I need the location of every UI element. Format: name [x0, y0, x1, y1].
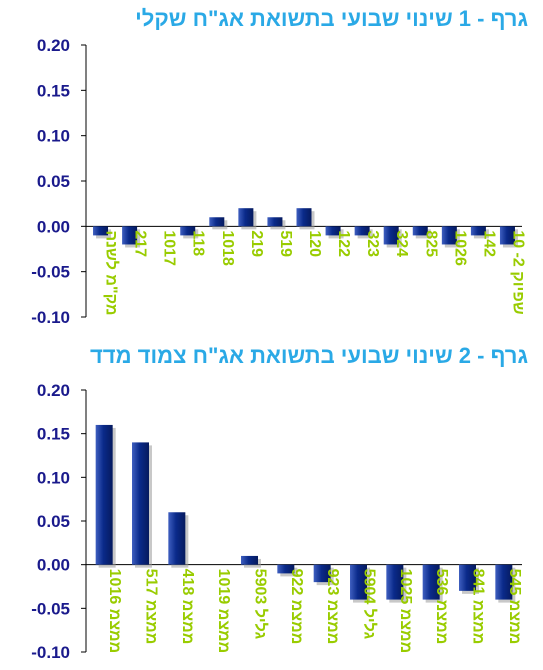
bar	[350, 564, 367, 600]
x-category-label: 1017	[161, 230, 178, 266]
x-category-label: ממצמ 922	[288, 569, 305, 645]
x-category-label: 142	[480, 230, 497, 257]
x-category-label: 118	[190, 230, 207, 256]
x-category-label: גליל 5903	[252, 569, 270, 640]
x-category-label: שפיוק 2- 10	[509, 230, 526, 314]
bar	[325, 226, 341, 236]
y-tick-label: -0.05	[31, 263, 70, 282]
x-category-label: 122	[335, 230, 352, 257]
y-tick-label: 0.00	[37, 217, 70, 236]
y-tick-label: -0.10	[31, 308, 70, 327]
y-tick-label: 0.05	[37, 172, 70, 191]
x-category-label: מק"מ לשנה	[103, 230, 121, 315]
bar	[296, 208, 312, 227]
bar	[354, 226, 370, 236]
x-category-label: 323	[364, 230, 381, 257]
bar	[238, 208, 254, 227]
bar	[422, 564, 440, 600]
bar	[93, 226, 109, 236]
bar	[412, 226, 428, 236]
bar	[383, 226, 399, 245]
bar	[470, 226, 486, 236]
x-category-label: ממצמ 923	[324, 569, 341, 645]
x-category-label: ממצמ 841	[470, 569, 487, 645]
x-category-label: ממצמ 1016	[106, 569, 123, 654]
y-tick-label: 0.10	[37, 468, 70, 487]
y-tick-label: -0.05	[31, 599, 70, 618]
x-category-label: 825	[422, 230, 439, 257]
x-category-label: ממצמ 517	[143, 569, 160, 645]
y-tick-label: 0.10	[37, 127, 70, 146]
x-category-label: 1018	[219, 230, 236, 266]
y-tick-label: 0.05	[37, 512, 70, 531]
x-category-label: 217	[132, 230, 149, 257]
y-tick-label: 0.15	[37, 425, 70, 444]
bar	[180, 226, 196, 236]
x-category-label: 219	[248, 230, 265, 257]
y-tick-label: 0.00	[37, 556, 70, 575]
y-tick-label: 0.15	[37, 81, 70, 100]
bar	[495, 564, 513, 600]
x-category-label: ממצמ 418	[179, 569, 196, 645]
chart-title: גרף - 1 שינוי שבועי בתשואת אג"ח שקלי	[135, 6, 528, 31]
bar	[441, 226, 457, 245]
x-category-label: ממצמ 536	[433, 569, 450, 645]
x-category-label: 1026	[451, 230, 468, 266]
chart-title: גרף - 2 שינוי שבועי בתשואת אג"ח צמוד מדד	[90, 343, 528, 368]
x-category-label: ממצמ 545	[506, 569, 523, 645]
y-tick-label: 0.20	[37, 381, 70, 400]
bar	[241, 555, 258, 565]
y-tick-label: 0.20	[37, 36, 70, 55]
bar	[209, 217, 225, 227]
bar	[313, 564, 331, 583]
x-category-label: ממצמ 1019	[215, 569, 232, 654]
bar	[267, 217, 283, 227]
bar	[132, 442, 149, 565]
x-category-label: 324	[393, 230, 410, 257]
bar	[95, 424, 113, 565]
x-category-label: גליל 5904	[361, 569, 379, 640]
x-category-label: ממצמ 1025	[397, 569, 414, 654]
bar	[499, 226, 515, 245]
bar	[122, 226, 138, 245]
bar	[386, 564, 404, 600]
y-tick-label: -0.10	[31, 643, 70, 662]
x-category-label: 120	[306, 230, 323, 257]
bar	[277, 564, 295, 574]
bar	[168, 512, 186, 565]
chart-2: גרף - 2 שינוי שבועי בתשואת אג"ח צמוד מדד…	[31, 343, 528, 662]
bar	[459, 564, 476, 591]
x-category-label: 519	[277, 230, 294, 257]
chart-1: גרף - 1 שינוי שבועי בתשואת אג"ח שקלי 0.20…	[31, 6, 528, 327]
